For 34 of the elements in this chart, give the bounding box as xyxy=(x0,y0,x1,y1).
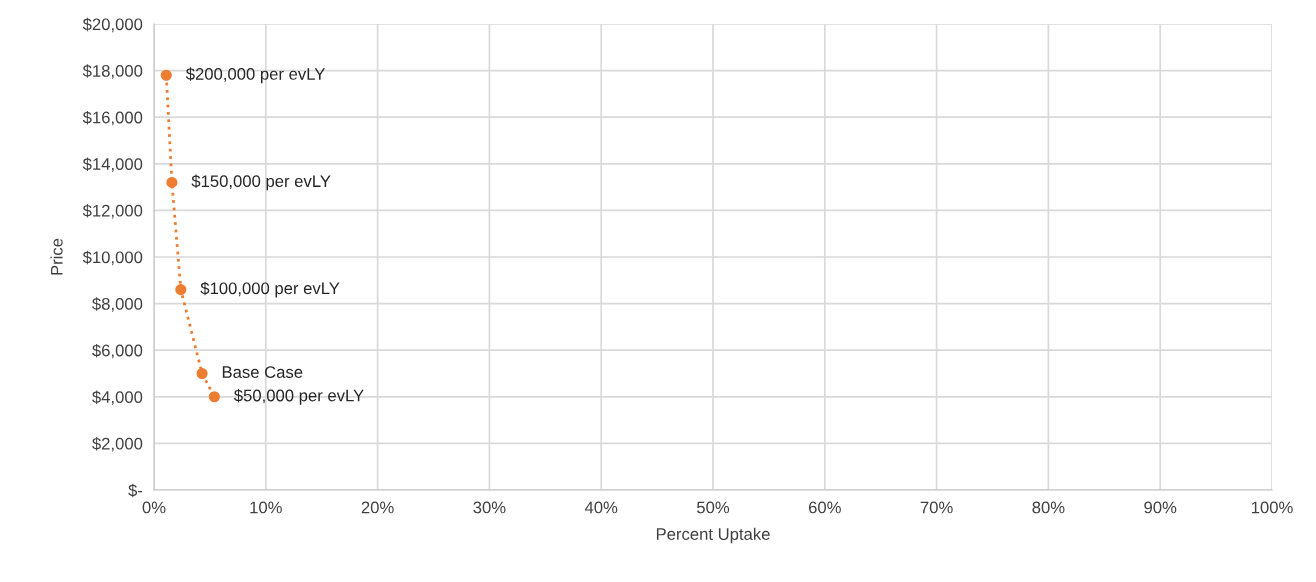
annotation: Base Case xyxy=(222,366,303,378)
point xyxy=(175,284,187,296)
x-axis-title: Percent Uptake xyxy=(656,527,770,544)
x-tick-label: 80% xyxy=(1032,501,1065,514)
x-tick-label: 50% xyxy=(696,501,730,514)
y-tick-label: $12,000 xyxy=(82,204,143,219)
x-tick-label: 60% xyxy=(808,501,841,514)
point xyxy=(196,367,208,380)
y-tick-label: $14,000 xyxy=(82,157,143,172)
x-tick-label: 90% xyxy=(1144,501,1177,514)
y-tick-label: $18,000 xyxy=(82,64,143,79)
x-tick-label: 0% xyxy=(142,501,166,514)
y-tick-label: $16,000 xyxy=(82,110,143,126)
y-tick-label: $6,000 xyxy=(92,343,143,359)
x-tick-label: 100% xyxy=(1251,501,1293,514)
x-tick-label: 30% xyxy=(473,501,506,514)
point xyxy=(160,69,172,81)
y-axis-title: Price xyxy=(50,238,63,275)
point xyxy=(208,391,220,403)
y-tick-label: $10,000 xyxy=(82,250,143,266)
annotation: $100,000 per evLY xyxy=(200,281,340,298)
annotation: $50,000 per evLY xyxy=(234,388,364,405)
x-tick-label: 10% xyxy=(250,501,282,514)
x-tick-label: 20% xyxy=(361,501,394,514)
point xyxy=(166,176,178,188)
y-tick-label: $- xyxy=(128,483,143,498)
x-tick-label: 40% xyxy=(584,501,618,514)
y-tick-label: $20,000 xyxy=(82,17,143,33)
y-tick-label: $2,000 xyxy=(92,437,143,452)
y-tick-label: $8,000 xyxy=(92,297,143,312)
annotation: $200,000 per evLY xyxy=(185,67,325,84)
x-tick-label: 70% xyxy=(920,501,953,514)
y-tick-label: $4,000 xyxy=(92,390,143,405)
annotation: $150,000 per evLY xyxy=(191,174,331,191)
